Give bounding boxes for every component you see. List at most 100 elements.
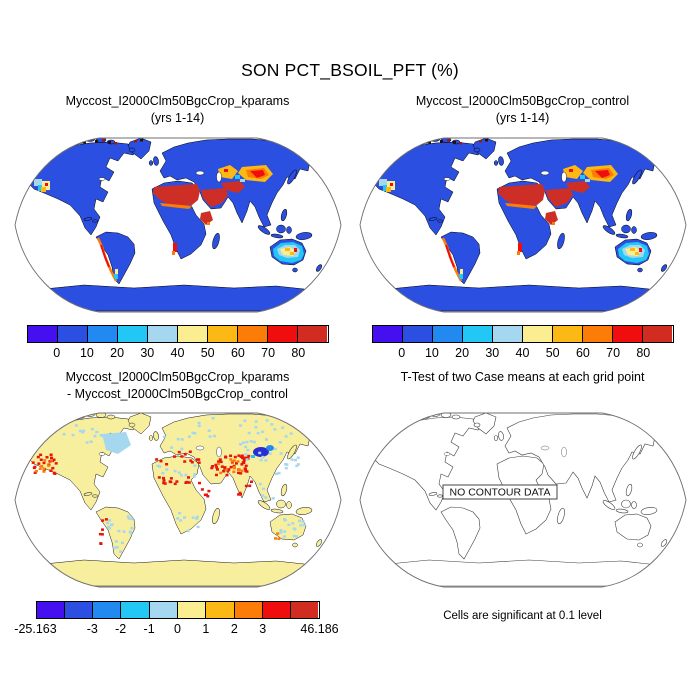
speckle-cluster-southeast-asia bbox=[258, 482, 275, 500]
continent-greenland bbox=[127, 138, 151, 160]
colorbar-swatches bbox=[35, 601, 320, 619]
feature-greenland-speck-2 bbox=[484, 139, 488, 142]
panel-ttest: T-Test of two Case means at each grid po… bbox=[355, 369, 690, 622]
feature-andes-red bbox=[444, 244, 455, 268]
feature-arctic-speck-1 bbox=[422, 139, 426, 142]
island-java bbox=[615, 233, 628, 239]
speckle-cluster-southern-africa bbox=[175, 512, 200, 533]
map-frame bbox=[14, 412, 341, 588]
colorbar-tick-label: 40 bbox=[170, 346, 185, 360]
colorbar-cell bbox=[117, 326, 148, 342]
lake-black-sea bbox=[540, 445, 549, 451]
colorbar-tick-label: 1 bbox=[202, 622, 210, 636]
island-ireland bbox=[148, 435, 153, 441]
panel-title-line2: (yrs 1-14) bbox=[495, 111, 550, 125]
colorbar-cell bbox=[583, 326, 614, 342]
continent-antarctica bbox=[386, 559, 661, 587]
continent-australia bbox=[614, 513, 651, 541]
colorbar-tick-label: 50 bbox=[545, 346, 560, 360]
island-borneo bbox=[275, 499, 286, 509]
lake-caspian-sea bbox=[215, 446, 222, 458]
feature-arctic-speck-2 bbox=[82, 141, 86, 144]
continent-north-america bbox=[27, 141, 139, 236]
panel-control-mean: Myccost_I2000Clm50BgcCrop_control (yrs 1… bbox=[355, 93, 690, 361]
colorbar-cell bbox=[291, 602, 319, 618]
colorbar-tick-labels: -25.163 -3 -2 -1 0 1 2 3 46.186 bbox=[14, 622, 338, 637]
island-japan bbox=[286, 169, 297, 185]
continent-north-america bbox=[27, 416, 139, 511]
feature-us-west-lightblue bbox=[378, 179, 387, 186]
island-new-zealand-north bbox=[660, 539, 667, 547]
island-borneo bbox=[620, 224, 631, 234]
island-new-zealand-south bbox=[664, 546, 671, 554]
colorbar-cell bbox=[27, 326, 58, 342]
speckle-cluster-southern-south-america bbox=[112, 540, 124, 553]
feature-arctic-speck-6 bbox=[452, 141, 456, 144]
world-map-control bbox=[359, 137, 687, 313]
continent-antarctica bbox=[41, 559, 316, 587]
colorbar-control: 0 10 20 30 40 50 60 70 80 bbox=[371, 325, 674, 361]
colorbar-kparams: 0 10 20 30 40 50 60 70 80 bbox=[26, 325, 329, 361]
feature-andes-red bbox=[99, 244, 110, 268]
island-japan bbox=[631, 169, 642, 185]
lake-caspian-sea bbox=[560, 446, 567, 458]
colorbar-tick-label: 0 bbox=[53, 346, 61, 360]
panel-difference: Myccost_I2000Clm50BgcCrop_kparams - Mycc… bbox=[10, 369, 345, 637]
feature-us-west-amber bbox=[40, 187, 46, 192]
colorbar-tick-labels: 0 10 20 30 40 50 60 70 80 bbox=[27, 346, 329, 361]
panel-title-ttest: T-Test of two Case means at each grid po… bbox=[400, 370, 645, 384]
island-java bbox=[270, 508, 283, 514]
lake-black-sea bbox=[195, 445, 204, 451]
colorbar-cell bbox=[432, 326, 463, 342]
feature-australia-red bbox=[638, 248, 642, 252]
feature-tarim-negative-2 bbox=[265, 445, 274, 451]
feature-arctic-speck-1 bbox=[77, 139, 81, 142]
feature-sahara bbox=[152, 184, 200, 206]
feature-sahel-fringe bbox=[159, 203, 192, 209]
colorbar-swatches bbox=[26, 325, 329, 343]
lake-great-lakes bbox=[98, 452, 105, 456]
colorbar-tick-label: 20 bbox=[455, 346, 470, 360]
feature-namib-coast bbox=[172, 243, 177, 252]
feature-horn-orange bbox=[551, 222, 555, 225]
speckle-cluster-southwest-australia bbox=[273, 532, 280, 540]
no-data-box bbox=[442, 484, 557, 500]
island-arctic-island-4 bbox=[106, 414, 115, 420]
feature-arctic-speck-4 bbox=[94, 140, 98, 143]
colorbar-tick-label: 2 bbox=[230, 622, 238, 636]
feature-arctic-speck-5 bbox=[446, 139, 450, 142]
island-new-guinea bbox=[640, 232, 657, 240]
feature-patagonia-cyan bbox=[458, 274, 463, 279]
feature-tarim-cyan bbox=[250, 455, 255, 458]
speckle-cluster-china bbox=[274, 456, 300, 476]
island-hispaniola bbox=[91, 494, 98, 498]
colorbar-tick-label: -1 bbox=[143, 622, 155, 636]
colorbar-tick-label: -25.163 bbox=[14, 622, 57, 636]
colorbar-cell bbox=[492, 326, 523, 342]
figure-title: SON PCT_BSOIL_PFT (%) bbox=[241, 60, 459, 80]
feature-greenland-speck-2 bbox=[139, 139, 143, 142]
world-map-difference bbox=[14, 412, 342, 588]
island-philippines bbox=[625, 208, 632, 222]
continent-south-america bbox=[440, 231, 480, 285]
island-iceland bbox=[473, 422, 480, 428]
feature-greenland-speck-1 bbox=[133, 140, 137, 143]
feature-arctic-speck-6 bbox=[107, 141, 111, 144]
continent-south-america bbox=[440, 506, 480, 560]
colorbar-cell bbox=[147, 326, 178, 342]
feature-arabia bbox=[200, 188, 228, 207]
map-svg-ttest: NO CONTOUR DATA bbox=[359, 412, 686, 588]
island-cuba bbox=[83, 217, 92, 221]
speckle-cluster-mediterranean-coast bbox=[172, 450, 192, 458]
lake-great-lakes bbox=[443, 452, 450, 456]
map-svg-mean bbox=[14, 137, 341, 313]
feature-australia-amber-1 bbox=[284, 248, 290, 251]
continent-antarctica bbox=[41, 284, 316, 312]
island-japan bbox=[286, 444, 297, 460]
feature-tarim-lightblue bbox=[239, 179, 245, 182]
feature-tarim-cyan bbox=[234, 175, 240, 179]
island-madagascar bbox=[556, 232, 565, 250]
island-sulawesi bbox=[285, 226, 292, 234]
world-map-kparams bbox=[14, 137, 342, 313]
